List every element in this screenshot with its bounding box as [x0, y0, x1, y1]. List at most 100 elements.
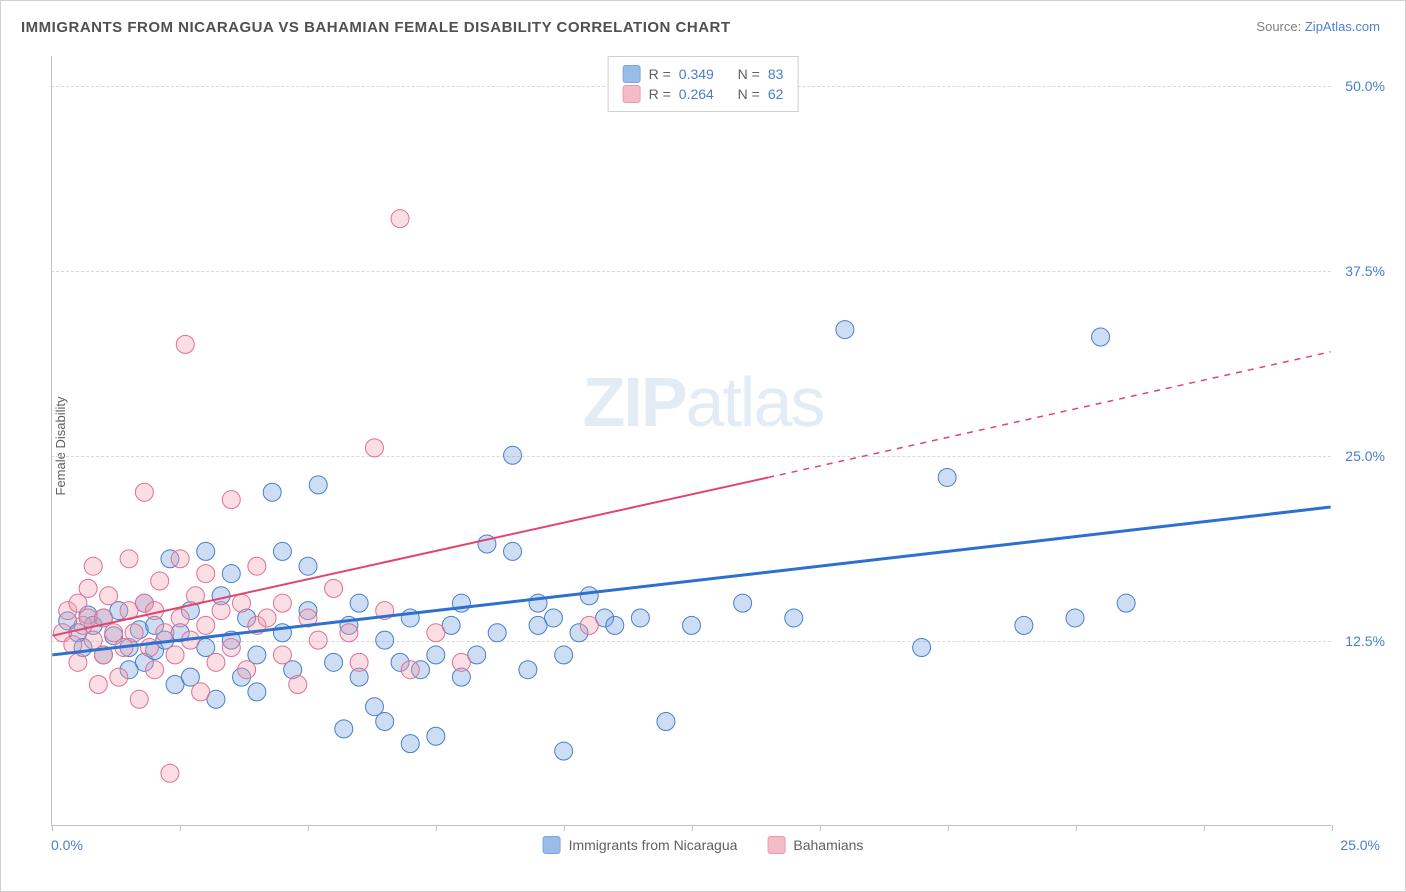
scatter-point — [151, 572, 169, 590]
legend-bottom-swatch-2 — [767, 836, 785, 854]
legend-r-1: 0.349 — [679, 66, 714, 82]
y-tick-label: 25.0% — [1345, 448, 1385, 464]
x-tick — [180, 825, 181, 831]
scatter-point — [125, 624, 143, 642]
scatter-point — [427, 727, 445, 745]
legend-bottom-label-1: Immigrants from Nicaragua — [569, 837, 738, 853]
scatter-point — [130, 690, 148, 708]
scatter-point — [580, 616, 598, 634]
trend-line-extrapolated — [768, 352, 1330, 478]
legend-swatch-1 — [623, 65, 641, 83]
y-tick-label: 12.5% — [1345, 633, 1385, 649]
x-tick — [1204, 825, 1205, 831]
scatter-point — [1092, 328, 1110, 346]
scatter-point — [350, 653, 368, 671]
scatter-point — [504, 542, 522, 560]
scatter-point — [258, 609, 276, 627]
scatter-point — [606, 616, 624, 634]
scatter-point — [1066, 609, 1084, 627]
scatter-point — [197, 565, 215, 583]
x-tick — [564, 825, 565, 831]
scatter-point — [248, 683, 266, 701]
legend-item-1: Immigrants from Nicaragua — [543, 836, 738, 854]
scatter-point — [401, 661, 419, 679]
x-axis-min-label: 0.0% — [51, 837, 83, 853]
scatter-point — [84, 557, 102, 575]
chart-container: IMMIGRANTS FROM NICARAGUA VS BAHAMIAN FE… — [0, 0, 1406, 892]
legend-r-2: 0.264 — [679, 86, 714, 102]
scatter-point — [335, 720, 353, 738]
x-tick — [436, 825, 437, 831]
plot-area — [51, 56, 1331, 826]
legend-n-1: 83 — [768, 66, 784, 82]
scatter-point — [110, 668, 128, 686]
scatter-point — [938, 468, 956, 486]
x-tick — [948, 825, 949, 831]
scatter-point — [146, 661, 164, 679]
correlation-legend: R = 0.349 N = 83 R = 0.264 N = 62 — [608, 56, 799, 112]
scatter-point — [1015, 616, 1033, 634]
scatter-point — [192, 683, 210, 701]
scatter-point — [340, 624, 358, 642]
scatter-point — [79, 579, 97, 597]
scatter-point — [166, 646, 184, 664]
scatter-point — [913, 639, 931, 657]
scatter-point — [785, 609, 803, 627]
scatter-point — [212, 602, 230, 620]
scatter-point — [1117, 594, 1135, 612]
scatter-point — [325, 653, 343, 671]
scatter-point — [309, 476, 327, 494]
legend-row-series-1: R = 0.349 N = 83 — [623, 65, 784, 83]
scatter-point — [100, 587, 118, 605]
legend-item-2: Bahamians — [767, 836, 863, 854]
x-tick — [820, 825, 821, 831]
scatter-point — [631, 609, 649, 627]
scatter-point — [238, 661, 256, 679]
scatter-point — [263, 483, 281, 501]
x-tick — [52, 825, 53, 831]
scatter-point — [222, 491, 240, 509]
scatter-point — [140, 639, 158, 657]
scatter-point — [519, 661, 537, 679]
scatter-point — [171, 550, 189, 568]
scatter-point — [222, 639, 240, 657]
scatter-point — [365, 439, 383, 457]
x-tick — [1076, 825, 1077, 831]
scatter-point — [350, 594, 368, 612]
x-tick — [1332, 825, 1333, 831]
scatter-point — [504, 446, 522, 464]
y-tick-label: 37.5% — [1345, 263, 1385, 279]
scatter-point — [146, 602, 164, 620]
source-link[interactable]: ZipAtlas.com — [1305, 19, 1380, 34]
scatter-point — [161, 764, 179, 782]
scatter-point — [427, 624, 445, 642]
scatter-point — [309, 631, 327, 649]
legend-bottom-swatch-1 — [543, 836, 561, 854]
scatter-point — [734, 594, 752, 612]
scatter-point — [401, 735, 419, 753]
scatter-point — [391, 210, 409, 228]
scatter-point — [376, 631, 394, 649]
x-tick — [692, 825, 693, 831]
chart-title: IMMIGRANTS FROM NICARAGUA VS BAHAMIAN FE… — [21, 19, 731, 36]
scatter-point — [376, 712, 394, 730]
scatter-point — [197, 542, 215, 560]
series-legend: Immigrants from Nicaragua Bahamians — [533, 834, 874, 856]
source-attribution: Source: ZipAtlas.com — [1256, 19, 1380, 34]
scatter-point — [273, 542, 291, 560]
scatter-point — [836, 321, 854, 339]
scatter-point — [427, 646, 445, 664]
scatter-point — [325, 579, 343, 597]
scatter-point — [197, 616, 215, 634]
scatter-point — [544, 609, 562, 627]
scatter-point — [248, 557, 266, 575]
scatter-point — [555, 742, 573, 760]
scatter-point — [89, 676, 107, 694]
scatter-point — [176, 335, 194, 353]
scatter-point — [555, 646, 573, 664]
scatter-point — [657, 712, 675, 730]
scatter-point — [580, 587, 598, 605]
scatter-point — [683, 616, 701, 634]
scatter-point — [452, 653, 470, 671]
source-label: Source: — [1256, 19, 1301, 34]
